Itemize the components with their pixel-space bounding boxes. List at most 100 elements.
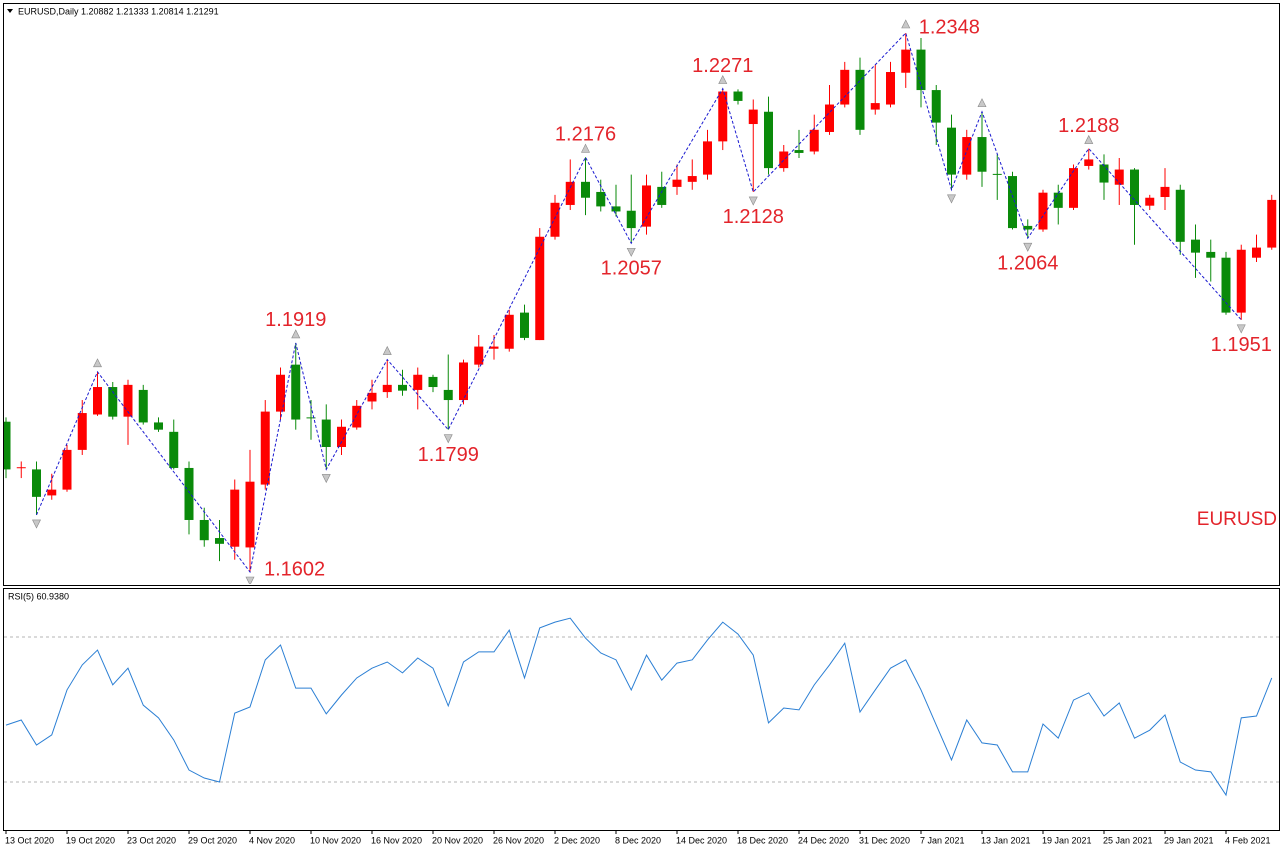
- fractal-down-arrow: [1023, 242, 1033, 252]
- candle-body: [642, 185, 651, 227]
- candle-body: [992, 173, 1002, 175]
- candle-body: [687, 176, 697, 182]
- candle-body: [337, 426, 346, 448]
- fractal-up-arrow: [977, 98, 987, 108]
- candle-body: [535, 236, 545, 341]
- candle-body: [672, 179, 682, 187]
- rsi-plot: [4, 617, 1279, 797]
- candle-body: [916, 49, 926, 91]
- symbol-watermark: EURUSD: [1197, 509, 1277, 530]
- fractal-down-arrow: [748, 196, 758, 206]
- candle-body: [413, 374, 423, 390]
- fractal-up-arrow: [382, 345, 392, 355]
- candle-body: [123, 384, 133, 417]
- candle-body: [748, 109, 758, 125]
- candle-body: [77, 413, 87, 450]
- pivot-label: 1.2348: [919, 16, 980, 38]
- candle-body: [977, 137, 987, 172]
- pivot-label: 1.2188: [1058, 115, 1119, 137]
- candle-body: [581, 181, 590, 198]
- x-tick-label: 24 Dec 2020: [798, 835, 849, 845]
- candle-body: [1160, 186, 1170, 198]
- candle-body: [245, 481, 255, 548]
- rsi-line: [5, 617, 1273, 797]
- candle-body: [16, 467, 26, 469]
- candle-body: [1145, 197, 1155, 206]
- x-tick-label: 4 Nov 2020: [249, 835, 295, 845]
- candle-body: [901, 49, 911, 73]
- x-tick-label: 19 Jan 2021: [1042, 835, 1092, 845]
- x-tick-label: 26 Nov 2020: [493, 835, 544, 845]
- x-tick-label: 23 Oct 2020: [127, 835, 176, 845]
- fractal-up-arrow: [901, 19, 911, 29]
- candle-body: [215, 538, 224, 544]
- x-tick-label: 4 Feb 2021: [1225, 835, 1271, 845]
- candle-body: [474, 346, 484, 365]
- x-tick-label: 2 Dec 2020: [554, 835, 600, 845]
- fractal-down-arrow: [32, 519, 41, 529]
- menu-triangle: [7, 9, 13, 13]
- price-header: EURUSD,Daily 1.20882 1.21333 1.20814 1.2…: [18, 6, 219, 16]
- candle-body: [169, 431, 179, 468]
- candle-body: [596, 191, 606, 207]
- x-tick-label: 7 Jan 2021: [920, 835, 965, 845]
- x-tick-label: 20 Nov 2020: [432, 835, 483, 845]
- candle-body: [825, 104, 834, 132]
- pivot-label: 1.2128: [723, 206, 784, 228]
- candle-body: [962, 137, 972, 175]
- fractal-down-arrow: [626, 247, 636, 257]
- candle-body: [1175, 189, 1185, 242]
- candle-body: [886, 72, 895, 105]
- candle-body: [398, 384, 407, 391]
- pivot-label: 1.2064: [997, 252, 1058, 274]
- x-tick-label: 31 Dec 2020: [859, 835, 910, 845]
- fractal-up-arrow: [718, 74, 728, 84]
- candle-body: [1267, 199, 1277, 248]
- x-tick-label: 13 Jan 2021: [981, 835, 1031, 845]
- x-tick-label: 14 Dec 2020: [676, 835, 727, 845]
- candle-body: [47, 489, 57, 496]
- candle-body: [93, 387, 102, 415]
- candle-body: [489, 346, 499, 349]
- fractal-down-arrow: [321, 474, 331, 484]
- fractal-up-arrow: [291, 329, 301, 339]
- candle-body: [1130, 169, 1139, 205]
- fractal-up-arrow: [1084, 134, 1094, 144]
- candle-body: [565, 181, 575, 205]
- pivot-label: 1.1951: [1211, 334, 1272, 356]
- candle-body: [443, 389, 453, 401]
- candle-body: [382, 384, 392, 393]
- candle-body: [1114, 169, 1124, 185]
- candle-body: [550, 202, 560, 237]
- candle-body: [4, 421, 11, 470]
- fractal-down-arrow: [1236, 324, 1246, 334]
- candle-body: [184, 467, 194, 520]
- candle-body: [855, 69, 865, 130]
- pivot-label: 1.1799: [418, 444, 479, 466]
- candle-body: [260, 411, 270, 485]
- candle-body: [931, 90, 941, 123]
- x-tick-label: 29 Oct 2020: [188, 835, 237, 845]
- candle-body: [291, 364, 301, 420]
- candle-body: [352, 405, 362, 428]
- candle-body: [794, 150, 804, 153]
- candle-body: [870, 103, 880, 110]
- candle-body: [428, 376, 438, 388]
- candle-body: [504, 314, 514, 349]
- candle-body: [1038, 192, 1048, 230]
- zigzag-line: [36, 32, 1242, 574]
- x-tick-label: 25 Jan 2021: [1103, 835, 1153, 845]
- candle-body: [1221, 257, 1231, 313]
- candle-body: [1023, 225, 1033, 230]
- fractal-down-arrow: [245, 576, 255, 584]
- candle-body: [199, 519, 209, 541]
- candle-body: [1191, 239, 1200, 253]
- candle-body: [1008, 176, 1017, 229]
- x-tick-label: 19 Oct 2020: [66, 835, 115, 845]
- x-tick-label: 29 Jan 2021: [1164, 835, 1214, 845]
- x-tick-label: 13 Oct 2020: [5, 835, 54, 845]
- pivot-label: 1.2176: [555, 124, 616, 146]
- pivot-label: 1.1919: [265, 309, 326, 331]
